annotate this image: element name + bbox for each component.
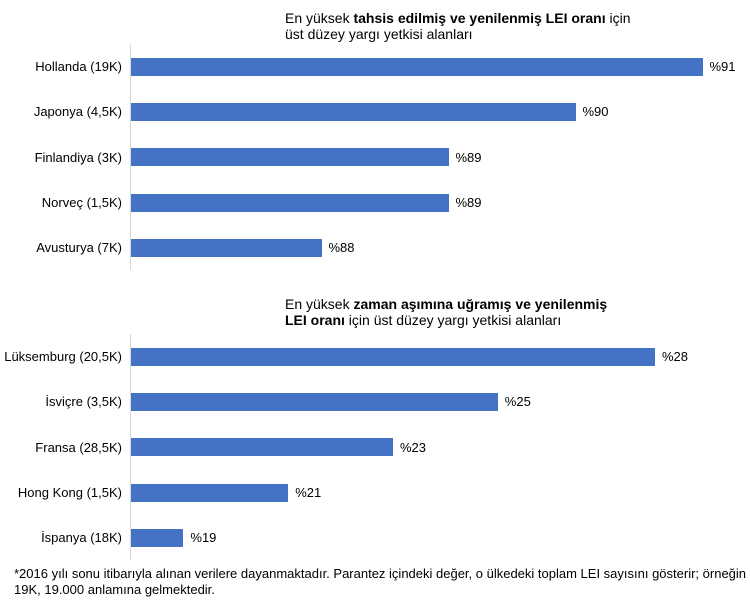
bar [131,392,498,411]
bar-row: Hong Kong (1,5K) %21 [0,469,750,516]
value-label: %21 [295,485,322,501]
category-label: Norveç (1,5K) [41,195,122,211]
bar [131,528,184,547]
bar-track: %90 [130,89,750,135]
bar-row: İspanya (18K) %19 [0,515,750,561]
chart-rows: Hollanda (19K) %91 Japonya (4,5K) %90 Finlan… [0,44,750,271]
category-label: İspanya (18K) [41,530,122,546]
chart-title: En yüksek zaman aşımına uğramış ve yenil… [285,296,607,328]
bar-track: %91 [130,44,750,90]
bar-track: %88 [130,225,750,271]
value-label: %89 [455,149,482,165]
footnote: *2016 yılı sonu itibarıyla alınan verile… [14,566,746,597]
value-label: %89 [455,195,482,211]
category-label: Fransa (28,5K) [35,439,122,455]
bar-track: %23 [130,424,750,470]
footnote-line-2: 19K, 19.000 anlamına gelmektedir. [14,581,215,597]
chart-title-segment: için üst düzey yargı yetkisi alanları [344,312,562,328]
value-label: %90 [582,104,609,120]
chart-title-segment: En yüksek [285,296,354,312]
bar-track: %21 [130,469,750,516]
lapsed-renewed-chart: En yüksek zaman aşımına uğramış ve yenil… [0,296,750,568]
value-label: %19 [190,530,217,546]
value-label: %28 [662,349,689,365]
bar-track: %89 [130,179,750,226]
chart-rows: Lüksemburg (20,5K) %28 İsviçre (3,5K) %25 Fr… [0,334,750,561]
category-label: Lüksemburg (20,5K) [4,349,122,365]
bar [131,57,703,76]
bar-row: Hollanda (19K) %91 [0,44,750,90]
allocated-renewed-chart: En yüksek tahsis edilmiş ve yenilenmiş L… [0,10,750,282]
footnote-line-1: *2016 yılı sonu itibarıyla alınan verile… [14,566,747,581]
bar [131,347,655,366]
chart-title-segment: için [605,10,631,26]
chart-title-segment: En yüksek [285,10,354,26]
bar-row: Lüksemburg (20,5K) %28 [0,334,750,380]
category-label: Finlandiya (3K) [34,149,122,165]
chart-title-segment: LEI oranı [285,312,345,328]
category-label: Japonya (4,5K) [33,104,122,120]
bar-track: %89 [130,134,750,180]
category-label: Hong Kong (1,5K) [17,485,122,501]
category-label: Avusturya (7K) [36,240,122,256]
bar [131,438,393,457]
chart-title-segment: üst düzey yargı yetkisi alanları [285,26,473,42]
bar [131,148,449,167]
bar [131,238,322,257]
bar [131,193,449,212]
value-label: %23 [400,439,427,455]
value-label: %91 [709,59,736,75]
bar [131,483,289,502]
value-label: %25 [504,394,531,410]
bar-row: İsviçre (3,5K) %25 [0,379,750,425]
bar-row: Japonya (4,5K) %90 [0,89,750,135]
bar-track: %25 [130,379,750,425]
category-label: İsviçre (3,5K) [45,394,122,410]
bar-track: %28 [130,334,750,380]
chart-title-segment: zaman aşımına uğramış ve yenilenmiş [353,296,608,312]
bar-track: %19 [130,515,750,561]
bar [131,102,576,121]
value-label: %88 [328,240,355,256]
bar-row: Fransa (28,5K) %23 [0,424,750,470]
chart-title: En yüksek tahsis edilmiş ve yenilenmiş L… [285,10,631,42]
chart-title-segment: tahsis edilmiş ve yenilenmiş LEI oranı [353,10,606,26]
bar-row: Avusturya (7K) %88 [0,225,750,271]
bar-row: Norveç (1,5K) %89 [0,179,750,226]
category-label: Hollanda (19K) [35,59,122,75]
bar-row: Finlandiya (3K) %89 [0,134,750,180]
